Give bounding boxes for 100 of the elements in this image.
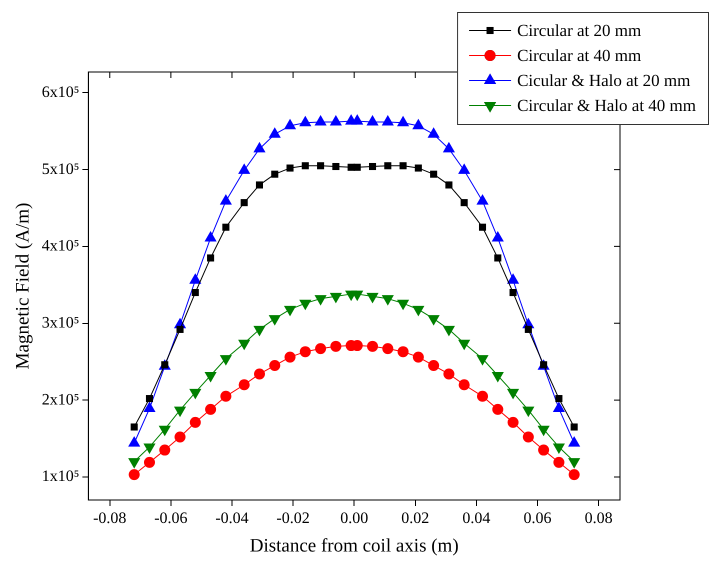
point <box>351 114 364 125</box>
point <box>382 343 394 354</box>
point <box>428 127 440 138</box>
point <box>314 114 327 126</box>
point <box>552 443 565 454</box>
x-tick-label: 0.08 <box>584 510 613 527</box>
point <box>302 162 309 170</box>
point <box>190 416 201 428</box>
point <box>538 444 550 456</box>
point <box>492 230 504 242</box>
y-axis-title: Magnetic Field (A/m) <box>12 202 34 370</box>
point <box>478 224 486 231</box>
point <box>271 170 278 178</box>
point <box>368 162 376 170</box>
point <box>458 163 470 174</box>
point <box>332 162 340 170</box>
point <box>174 406 186 418</box>
point <box>428 360 440 372</box>
point <box>300 346 311 358</box>
point <box>570 423 578 431</box>
legend-label: Circular at 40 mm <box>517 46 642 65</box>
point <box>367 340 378 352</box>
x-tick-label: 0.02 <box>401 510 430 527</box>
point <box>174 431 186 442</box>
point <box>220 194 232 205</box>
point <box>400 162 407 170</box>
legend-label: Circular at 20 mm <box>517 20 642 40</box>
point <box>238 163 250 174</box>
point <box>460 199 468 206</box>
point <box>568 458 580 469</box>
point <box>240 199 248 206</box>
point <box>555 395 562 402</box>
point <box>189 388 202 400</box>
point <box>222 224 230 231</box>
point <box>553 456 564 468</box>
x-tick-label: 0.04 <box>462 510 490 527</box>
point <box>492 404 504 415</box>
x-tick-label: -0.04 <box>215 510 249 527</box>
point <box>442 142 455 152</box>
point <box>299 116 312 126</box>
y-tick-label: 1x10⁵ <box>42 468 80 486</box>
point <box>412 118 424 130</box>
point <box>220 390 232 402</box>
point <box>458 379 470 390</box>
point <box>130 423 138 431</box>
point <box>286 164 294 172</box>
y-tick-label: 3x10⁵ <box>42 314 80 332</box>
point <box>268 127 281 138</box>
point <box>538 426 550 436</box>
point <box>254 368 265 380</box>
point <box>382 114 394 126</box>
x-tick-label: 0.00 <box>340 510 368 527</box>
point <box>443 368 454 380</box>
point <box>158 426 171 436</box>
point <box>508 416 519 428</box>
point <box>146 395 154 402</box>
point <box>524 326 532 333</box>
point <box>284 352 296 363</box>
legend-label: Circular & Halo at 40 mm <box>517 96 696 115</box>
point <box>568 469 580 480</box>
point <box>412 352 424 363</box>
point <box>143 443 156 454</box>
point <box>284 118 296 130</box>
point <box>476 194 489 205</box>
point <box>128 458 140 469</box>
point <box>510 288 517 296</box>
point <box>317 162 324 170</box>
y-tick-label: 6x10⁵ <box>42 84 80 101</box>
point <box>144 456 155 468</box>
point <box>189 273 202 284</box>
point <box>398 346 409 358</box>
point <box>384 162 392 170</box>
legend-label: Cicular & Halo at 20 mm <box>517 70 690 90</box>
point <box>522 406 534 418</box>
point <box>207 254 214 262</box>
point <box>507 273 520 284</box>
point <box>204 230 217 242</box>
x-tick-label: 0.06 <box>524 510 552 527</box>
y-tick-label: 5x10⁵ <box>42 160 80 178</box>
y-tick-label: 2x10⁵ <box>42 391 80 408</box>
point <box>397 116 410 126</box>
point <box>256 181 264 188</box>
point <box>159 444 170 456</box>
point <box>330 114 342 126</box>
x-tick-label: -0.02 <box>276 510 310 527</box>
x-axis-title: Distance from coil axis (m) <box>250 536 459 557</box>
point <box>366 114 379 126</box>
x-tick-label: -0.08 <box>93 510 126 527</box>
point <box>477 390 488 402</box>
point <box>354 164 361 171</box>
point <box>430 170 438 178</box>
point <box>507 388 520 400</box>
point <box>176 326 184 333</box>
point <box>330 340 342 352</box>
point <box>238 379 250 390</box>
point <box>522 431 534 442</box>
point <box>269 360 280 372</box>
point <box>253 142 266 152</box>
point <box>192 288 199 296</box>
point <box>128 469 140 480</box>
